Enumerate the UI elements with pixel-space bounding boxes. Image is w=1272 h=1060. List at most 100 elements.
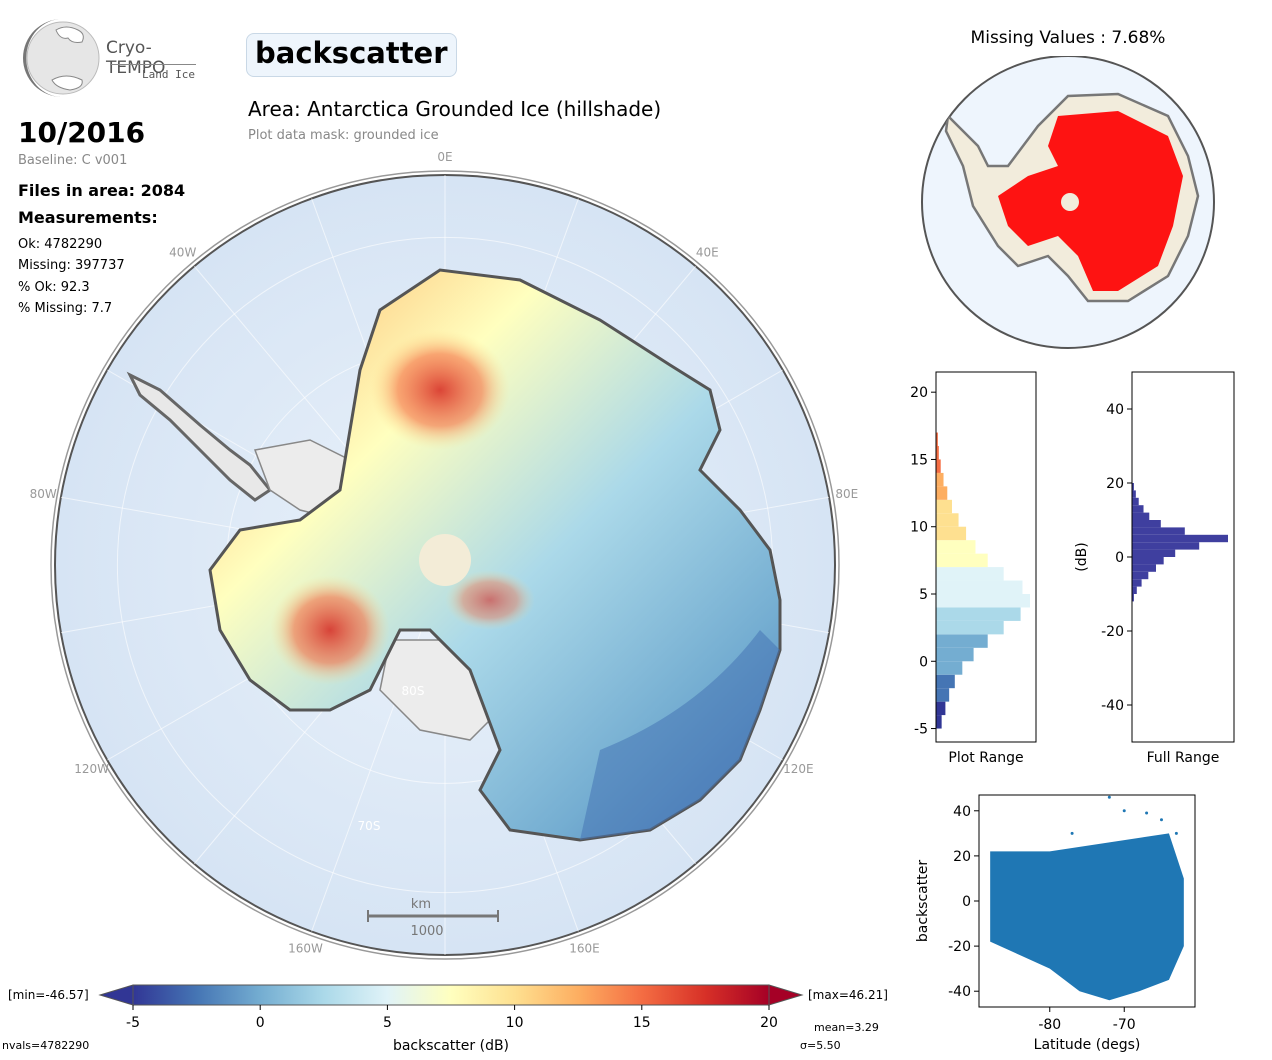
colorbar-nvals: nvals=4782290 bbox=[2, 1039, 89, 1052]
histogram-frame bbox=[935, 371, 1037, 743]
hot-spot-west bbox=[270, 575, 390, 685]
histogram-bar bbox=[1132, 483, 1134, 491]
logo-globe-icon bbox=[23, 19, 100, 97]
histogram-bar bbox=[936, 499, 952, 514]
histogram-bar bbox=[936, 486, 948, 500]
histogram-bar bbox=[936, 715, 942, 729]
colorbar-bar bbox=[132, 984, 770, 1006]
histogram-bar bbox=[936, 472, 944, 487]
histogram-bar bbox=[1132, 564, 1156, 572]
scatter-latitude: -40 -20 0 20 40 -80 -70 Latitude (degs) backscat… bbox=[915, 794, 1196, 1053]
scatter-point bbox=[1107, 795, 1111, 799]
histogram-bar bbox=[936, 620, 1004, 635]
measurements-heading: Measurements: bbox=[18, 208, 158, 227]
colorbar-min-extend bbox=[98, 984, 134, 1006]
mask-note: Plot data mask: grounded ice bbox=[248, 128, 439, 143]
histogram-full-range: -40 -20 0 20 40 Full Range (dB) bbox=[1074, 371, 1235, 766]
scale-bar-unit: km bbox=[411, 897, 431, 912]
hot-spot-east bbox=[370, 330, 510, 450]
histogram-bar bbox=[1132, 549, 1176, 557]
scale-bar-length: 1000 bbox=[410, 924, 443, 939]
scatter-point bbox=[1145, 811, 1149, 815]
files-in-area: Files in area: 2084 bbox=[18, 181, 186, 200]
histogram-tick-label: 5 bbox=[919, 587, 928, 603]
map-latitude-label: 80S bbox=[402, 684, 425, 698]
scatter-point bbox=[1159, 818, 1163, 822]
map-frame-outer bbox=[50, 170, 840, 960]
histogram-tick-label: 0 bbox=[919, 654, 928, 670]
scatter-ytick-label: 0 bbox=[962, 894, 971, 910]
stat-pct-missing: % Missing: 7.7 bbox=[18, 301, 113, 316]
histogram-bar bbox=[936, 634, 988, 648]
histogram-tick-label: -20 bbox=[1101, 624, 1124, 640]
map-longitude-label: 80W bbox=[30, 487, 57, 501]
histogram-bar bbox=[936, 446, 939, 460]
missing-map bbox=[921, 56, 1215, 349]
histogram-tick-label: 15 bbox=[910, 452, 928, 468]
stat-ok: Ok: 4782290 bbox=[18, 237, 103, 252]
colorbar-mean: mean=3.29 bbox=[814, 1021, 879, 1034]
area-title: Area: Antarctica Grounded Ice (hillshade… bbox=[248, 97, 662, 121]
stat-pct-ok: % Ok: 92.3 bbox=[18, 280, 90, 295]
map-longitude-label: 120W bbox=[74, 762, 109, 776]
scatter-xlabel: Latitude (degs) bbox=[1034, 1037, 1141, 1053]
pole-hole bbox=[419, 534, 471, 586]
missing-data-region bbox=[998, 111, 1183, 291]
histogram-bar bbox=[936, 513, 959, 527]
histogram-tick-label: 40 bbox=[1106, 402, 1124, 418]
histogram-bar bbox=[936, 459, 941, 473]
histogram-bar bbox=[1132, 579, 1142, 587]
colorbar-tick-label: -5 bbox=[126, 1015, 140, 1031]
map-longitude-label: 80E bbox=[835, 487, 858, 501]
histogram-bar bbox=[936, 647, 974, 662]
histogram-tick-label: 0 bbox=[1115, 550, 1124, 566]
colorbar-sigma: σ=5.50 bbox=[800, 1039, 841, 1052]
histogram-bar bbox=[1132, 512, 1150, 520]
map-longitude-label: 160E bbox=[569, 941, 600, 955]
colorbar-tick-label: 10 bbox=[506, 1015, 524, 1031]
histogram-xlabel: Full Range bbox=[1147, 750, 1220, 766]
histogram-bar bbox=[936, 607, 1021, 621]
colorbar-max-extend bbox=[768, 984, 804, 1006]
histogram-ylabel: (dB) bbox=[1074, 542, 1090, 571]
scatter-ylabel: backscatter bbox=[915, 860, 931, 942]
histogram-bar bbox=[936, 674, 955, 689]
hot-spot-ross bbox=[445, 570, 535, 630]
histogram-bar bbox=[936, 580, 1023, 594]
coastal-low-band bbox=[580, 630, 780, 840]
scatter-xtick-label: -80 bbox=[1038, 1017, 1061, 1033]
histogram-bar bbox=[936, 661, 963, 675]
colorbar-tick-label: 0 bbox=[256, 1015, 265, 1031]
map-longitude-label: 120E bbox=[783, 762, 814, 776]
histogram-tick-label: -5 bbox=[914, 722, 928, 738]
scatter-ytick-label: 40 bbox=[953, 804, 971, 820]
parameter-title: backscatter bbox=[246, 33, 457, 77]
histogram-bar bbox=[936, 553, 988, 568]
histogram-tick-label: 20 bbox=[910, 385, 928, 401]
peninsula-landmass bbox=[126, 371, 273, 502]
colorbar-tick-label: 20 bbox=[760, 1015, 778, 1031]
histogram-bar bbox=[1132, 527, 1185, 535]
colorbar-tick-label: 5 bbox=[383, 1015, 392, 1031]
colorbar-min-label: [min=-46.57] bbox=[8, 988, 89, 1002]
scatter-ytick-label: -20 bbox=[948, 939, 971, 955]
map-latitude-label: 70S bbox=[358, 819, 381, 833]
histogram-bar bbox=[1132, 586, 1137, 594]
colorbar-tick-label: 15 bbox=[633, 1015, 651, 1031]
histogram-bar bbox=[1132, 594, 1134, 602]
histogram-bar bbox=[1132, 557, 1164, 565]
map-longitude-label: 40E bbox=[696, 245, 719, 259]
logo: Cryo-TEMPO Land Ice bbox=[18, 16, 208, 100]
scatter-point bbox=[1122, 809, 1126, 813]
missing-map-title: Missing Values : 7.68% bbox=[970, 28, 1166, 48]
histogram-bar bbox=[936, 701, 946, 716]
histogram-tick-label: -40 bbox=[1101, 698, 1124, 714]
histogram-bar bbox=[1132, 520, 1161, 528]
antarctica-icesheet bbox=[208, 268, 782, 842]
colorbar-label: backscatter (dB) bbox=[393, 1038, 509, 1054]
histogram-bar bbox=[936, 432, 938, 446]
histogram-bar bbox=[936, 688, 950, 702]
histogram-bar bbox=[1132, 534, 1228, 543]
histogram-bar bbox=[936, 540, 976, 554]
colorbar: [min=-46.57] [max=46.21] -5 0 5 10 15 20 back… bbox=[2, 984, 888, 1054]
